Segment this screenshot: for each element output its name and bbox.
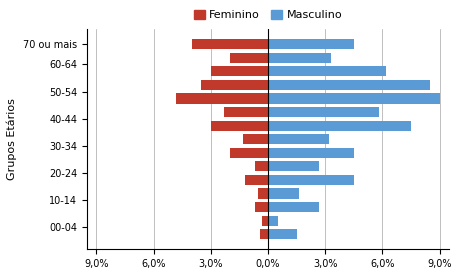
Bar [211, 66, 268, 76]
Legend: Feminino, Masculino: Feminino, Masculino [189, 6, 347, 25]
Bar [192, 39, 268, 49]
Bar [268, 80, 430, 90]
Bar [268, 216, 278, 226]
Bar [268, 39, 354, 49]
Bar [258, 189, 268, 199]
Bar [262, 216, 268, 226]
Bar [268, 175, 354, 185]
Bar [268, 229, 297, 239]
Bar [201, 80, 268, 90]
Bar [224, 107, 268, 117]
Bar [268, 107, 379, 117]
Bar [268, 189, 298, 199]
Bar [268, 121, 411, 131]
Bar [230, 53, 268, 63]
Bar [268, 148, 354, 158]
Bar [245, 175, 268, 185]
Y-axis label: Grupos Etários: Grupos Etários [7, 98, 17, 180]
Bar [268, 53, 331, 63]
Bar [268, 202, 319, 212]
Bar [211, 121, 268, 131]
Bar [260, 229, 268, 239]
Bar [268, 134, 329, 144]
Bar [176, 93, 268, 104]
Bar [255, 161, 268, 171]
Bar [230, 148, 268, 158]
Bar [268, 66, 386, 76]
Bar [243, 134, 268, 144]
Bar [268, 161, 319, 171]
Bar [268, 93, 440, 104]
Bar [255, 202, 268, 212]
